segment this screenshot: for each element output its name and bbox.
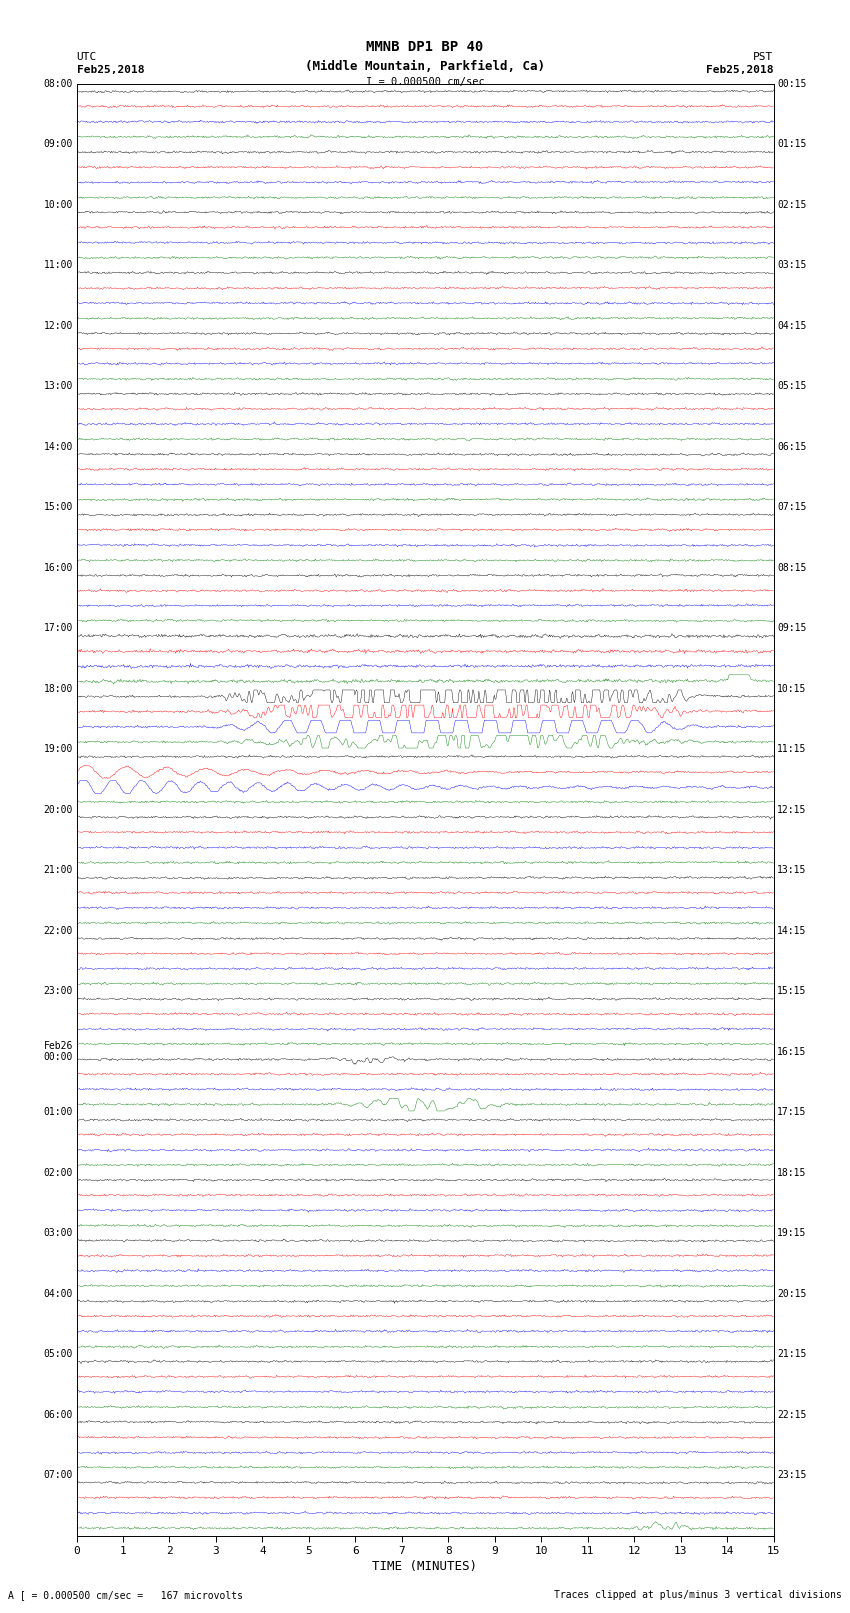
Text: 10:00: 10:00 (43, 200, 73, 210)
X-axis label: TIME (MINUTES): TIME (MINUTES) (372, 1560, 478, 1573)
Text: 19:00: 19:00 (43, 744, 73, 755)
Text: 05:00: 05:00 (43, 1348, 73, 1360)
Text: Traces clipped at plus/minus 3 vertical divisions: Traces clipped at plus/minus 3 vertical … (553, 1590, 842, 1600)
Text: 02:15: 02:15 (777, 200, 807, 210)
Text: Feb25,2018: Feb25,2018 (706, 65, 774, 74)
Text: 01:00: 01:00 (43, 1107, 73, 1118)
Text: PST: PST (753, 52, 774, 61)
Text: Feb26
00:00: Feb26 00:00 (43, 1040, 73, 1063)
Text: 22:15: 22:15 (777, 1410, 807, 1419)
Text: 21:00: 21:00 (43, 865, 73, 876)
Text: I = 0.000500 cm/sec: I = 0.000500 cm/sec (366, 77, 484, 87)
Text: 13:15: 13:15 (777, 865, 807, 876)
Text: 07:15: 07:15 (777, 502, 807, 513)
Text: 18:00: 18:00 (43, 684, 73, 694)
Text: 15:15: 15:15 (777, 986, 807, 997)
Text: 01:15: 01:15 (777, 139, 807, 150)
Text: 08:00: 08:00 (43, 79, 73, 89)
Text: 00:15: 00:15 (777, 79, 807, 89)
Text: 23:15: 23:15 (777, 1469, 807, 1481)
Text: 22:00: 22:00 (43, 926, 73, 936)
Text: 03:00: 03:00 (43, 1227, 73, 1239)
Text: 06:00: 06:00 (43, 1410, 73, 1419)
Text: 20:15: 20:15 (777, 1289, 807, 1298)
Text: 07:00: 07:00 (43, 1469, 73, 1481)
Text: 08:15: 08:15 (777, 563, 807, 573)
Text: 14:15: 14:15 (777, 926, 807, 936)
Text: 04:00: 04:00 (43, 1289, 73, 1298)
Text: 20:00: 20:00 (43, 805, 73, 815)
Text: 03:15: 03:15 (777, 260, 807, 271)
Text: 11:00: 11:00 (43, 260, 73, 271)
Text: A [ = 0.000500 cm/sec =   167 microvolts: A [ = 0.000500 cm/sec = 167 microvolts (8, 1590, 243, 1600)
Text: 12:15: 12:15 (777, 805, 807, 815)
Text: MMNB DP1 BP 40: MMNB DP1 BP 40 (366, 40, 484, 55)
Text: 18:15: 18:15 (777, 1168, 807, 1177)
Text: 21:15: 21:15 (777, 1348, 807, 1360)
Text: 02:00: 02:00 (43, 1168, 73, 1177)
Text: 15:00: 15:00 (43, 502, 73, 513)
Text: (Middle Mountain, Parkfield, Ca): (Middle Mountain, Parkfield, Ca) (305, 60, 545, 73)
Text: 09:15: 09:15 (777, 623, 807, 634)
Text: 23:00: 23:00 (43, 986, 73, 997)
Text: 04:15: 04:15 (777, 321, 807, 331)
Text: 11:15: 11:15 (777, 744, 807, 755)
Text: 17:00: 17:00 (43, 623, 73, 634)
Text: 16:00: 16:00 (43, 563, 73, 573)
Text: Feb25,2018: Feb25,2018 (76, 65, 144, 74)
Text: 16:15: 16:15 (777, 1047, 807, 1057)
Text: 10:15: 10:15 (777, 684, 807, 694)
Text: 17:15: 17:15 (777, 1107, 807, 1118)
Text: 12:00: 12:00 (43, 321, 73, 331)
Text: 06:15: 06:15 (777, 442, 807, 452)
Text: 09:00: 09:00 (43, 139, 73, 150)
Text: UTC: UTC (76, 52, 97, 61)
Text: 05:15: 05:15 (777, 381, 807, 392)
Text: 13:00: 13:00 (43, 381, 73, 392)
Text: 14:00: 14:00 (43, 442, 73, 452)
Text: 19:15: 19:15 (777, 1227, 807, 1239)
